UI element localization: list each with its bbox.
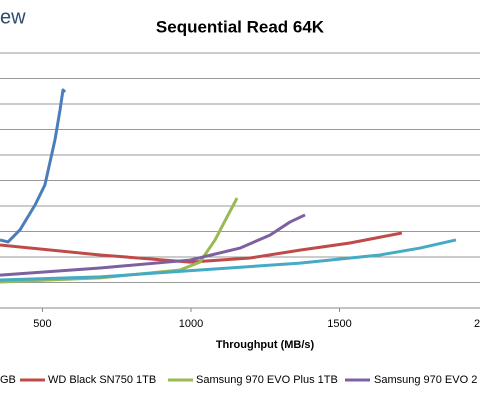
legend-label: GB: [0, 374, 16, 386]
x-tick-label: 2: [474, 318, 480, 330]
x-tick-label: 500: [33, 318, 51, 330]
x-axis-label: Throughput (MB/s): [216, 339, 315, 351]
line-series: [0, 213, 306, 277]
watermark: ew: [0, 6, 26, 28]
line-series: [0, 238, 457, 282]
line-series: [0, 88, 67, 244]
chart-title: Sequential Read 64K: [156, 17, 325, 36]
legend-label: WD Black SN750 1TB: [48, 374, 156, 386]
line-series: [0, 231, 403, 264]
x-tick-label: 1000: [179, 318, 203, 330]
x-tick-label: 1500: [327, 318, 351, 330]
legend-label: Samsung 970 EVO 2: [374, 374, 477, 386]
legend-label: Samsung 970 EVO Plus 1TB: [196, 374, 338, 386]
